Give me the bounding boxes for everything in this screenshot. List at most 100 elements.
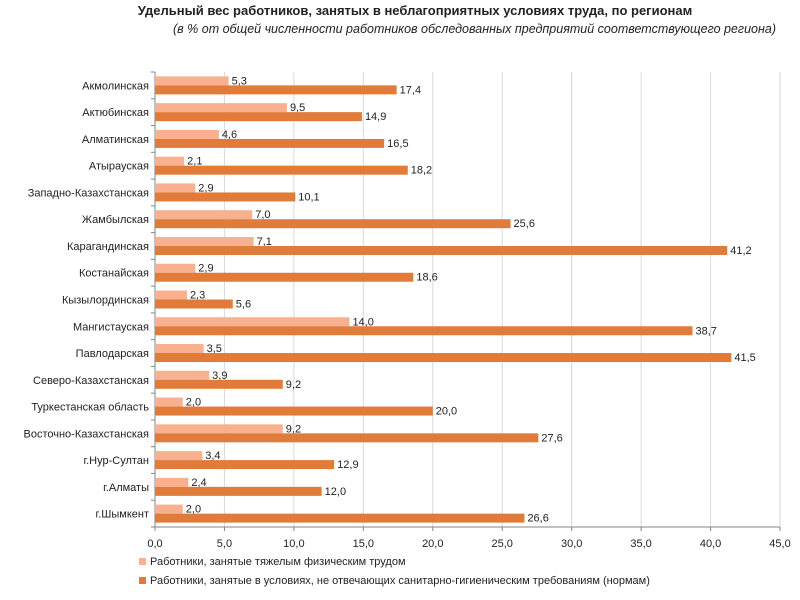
bar-physical-labor	[155, 183, 196, 193]
data-label: 26,6	[527, 513, 548, 525]
category-label: Туркестанская область	[31, 402, 149, 414]
bar-sanitary-conditions	[155, 112, 362, 122]
data-label: 12,0	[325, 486, 346, 498]
data-label: 10,1	[298, 191, 319, 203]
data-label: 9,2	[286, 423, 301, 435]
data-label: 38,7	[696, 325, 717, 337]
bar-sanitary-conditions	[155, 192, 296, 202]
category-label: Атырауская	[89, 161, 149, 173]
bar-sanitary-conditions	[155, 379, 283, 389]
x-tick-label: 20,0	[422, 538, 443, 550]
bar-physical-labor	[155, 290, 187, 300]
category-label: г.Алматы	[103, 482, 149, 494]
bar-physical-labor	[155, 504, 183, 514]
category-label: Жамбылская	[82, 214, 149, 226]
data-label: 5,6	[236, 299, 251, 311]
bar-sanitary-conditions	[155, 513, 525, 523]
legend-entry: Работники, занятые тяжелым физическим тр…	[150, 556, 406, 568]
category-label: Западно-Казахстанская	[28, 187, 149, 199]
bar-sanitary-conditions	[155, 460, 335, 470]
category-label: Костанайская	[79, 268, 149, 280]
bar-sanitary-conditions	[155, 219, 511, 229]
data-label: 3,9	[212, 370, 227, 382]
data-label: 16,5	[387, 138, 408, 150]
legend-entry: Работники, занятые в условиях, не отвеча…	[150, 575, 650, 587]
data-label: 25,6	[514, 218, 535, 230]
bar-sanitary-conditions	[155, 486, 322, 496]
data-label: 5,3	[232, 75, 247, 87]
category-label: Северо-Казахстанская	[33, 375, 149, 387]
bar-physical-labor	[155, 451, 203, 461]
category-label: Мангистауская	[73, 321, 149, 333]
x-tick-label: 0,0	[147, 538, 162, 550]
bar-sanitary-conditions	[155, 299, 233, 309]
category-label: г.Нур-Султан	[83, 455, 149, 467]
legend-swatch-physical-labor	[139, 558, 146, 565]
data-label: 2,0	[186, 504, 201, 516]
bar-physical-labor	[155, 317, 350, 327]
bar-sanitary-conditions	[155, 272, 414, 282]
category-label: г.Шымкент	[96, 509, 149, 521]
data-label: 2,0	[186, 397, 201, 409]
bar-physical-labor	[155, 156, 185, 166]
data-label: 12,9	[337, 459, 358, 471]
bar-physical-labor	[155, 424, 283, 434]
data-label: 7,1	[257, 236, 272, 248]
bar-sanitary-conditions	[155, 138, 385, 148]
bar-sanitary-conditions	[155, 406, 433, 416]
data-label: 9,5	[290, 102, 305, 114]
category-label: Алматинская	[82, 134, 149, 146]
category-label: Восточно-Казахстанская	[23, 428, 149, 440]
data-label: 14,9	[365, 111, 386, 123]
category-label: Карагандинская	[67, 241, 149, 253]
data-label: 7,0	[255, 209, 270, 221]
data-label: 2,4	[191, 477, 206, 489]
category-label: Актюбинская	[82, 107, 149, 119]
bar-physical-labor	[155, 103, 287, 113]
bar-physical-labor	[155, 76, 229, 86]
bar-physical-labor	[155, 129, 219, 139]
data-label: 41,2	[730, 245, 751, 257]
x-tick-label: 10,0	[283, 538, 304, 550]
bar-sanitary-conditions	[155, 165, 408, 175]
x-tick-label: 35,0	[630, 538, 651, 550]
x-tick-label: 40,0	[700, 538, 721, 550]
chart-title: Удельный вес работников, занятых в небла…	[137, 3, 693, 18]
category-label: Павлодарская	[76, 348, 149, 360]
data-label: 18,6	[416, 272, 437, 284]
data-label: 9,2	[286, 379, 301, 391]
data-label: 3,5	[207, 343, 222, 355]
category-label: Кызылординская	[62, 295, 149, 307]
x-tick-label: 45,0	[769, 538, 790, 550]
chart-subtitle: (в % от общей численности работников обс…	[173, 22, 776, 36]
data-label: 4,6	[222, 129, 237, 141]
x-tick-label: 25,0	[492, 538, 513, 550]
bar-physical-labor	[155, 236, 254, 246]
x-tick-label: 30,0	[561, 538, 582, 550]
bar-physical-labor	[155, 477, 189, 487]
bar-sanitary-conditions	[155, 245, 728, 255]
data-label: 2,1	[187, 156, 202, 168]
bar-sanitary-conditions	[155, 433, 539, 443]
bar-physical-labor	[155, 370, 210, 380]
bar-physical-labor	[155, 397, 183, 407]
category-label: Акмолинская	[82, 80, 149, 92]
data-label: 2,9	[198, 182, 213, 194]
bar-sanitary-conditions	[155, 353, 732, 363]
data-label: 18,2	[411, 165, 432, 177]
data-label: 2,9	[198, 263, 213, 275]
legend-swatch-sanitary-conditions	[139, 577, 146, 584]
data-label: 3,4	[205, 450, 220, 462]
bar-physical-labor	[155, 344, 204, 354]
data-label: 14,0	[352, 316, 373, 328]
data-label: 17,4	[400, 84, 421, 96]
bar-sanitary-conditions	[155, 85, 397, 95]
bar-physical-labor	[155, 263, 196, 273]
data-label: 20,0	[436, 406, 457, 418]
data-label: 2,3	[190, 290, 205, 302]
data-label: 41,5	[734, 352, 755, 364]
x-tick-label: 15,0	[353, 538, 374, 550]
bar-sanitary-conditions	[155, 326, 693, 336]
